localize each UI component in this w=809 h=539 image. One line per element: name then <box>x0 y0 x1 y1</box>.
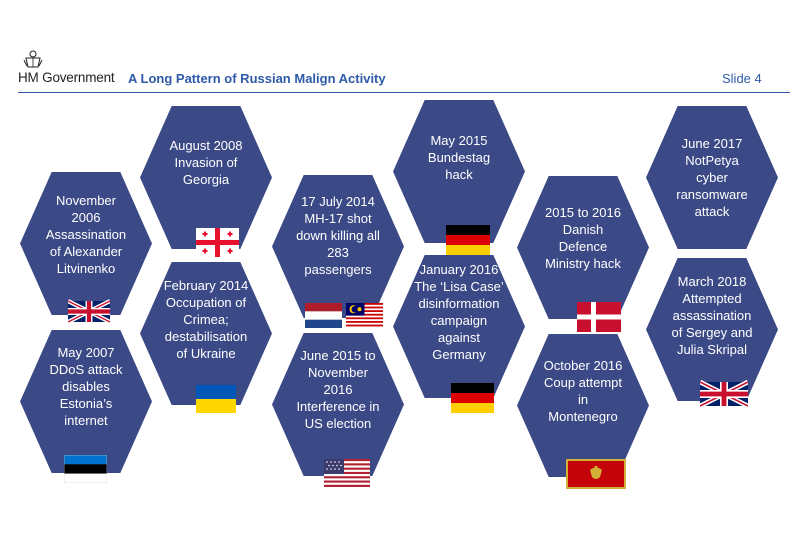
usa-flag-icon <box>324 459 370 487</box>
georgia-flag-icon <box>196 228 239 257</box>
event-text: August 2008 Invasion of Georgia <box>169 138 243 187</box>
event-hexagon: March 2018 Attempted assassination of Se… <box>646 258 778 401</box>
denmark-flag-icon <box>577 302 621 332</box>
event-hexagon: May 2007 DDoS attack disables Estonia’s … <box>20 330 152 473</box>
event-text: October 2016 Coup attempt in Montenegro <box>543 357 623 424</box>
ukraine-flag-icon <box>196 385 236 413</box>
slide-number: Slide 4 <box>722 71 762 86</box>
event-text: March 2018 Attempted assassination of Se… <box>671 274 753 357</box>
event-text: 2015 to 2016 Danish Defence Ministry hac… <box>545 204 621 271</box>
event-hexagon: June 2015 to November 2016 Interference … <box>272 333 404 476</box>
event-text: June 2015 to November 2016 Interference … <box>296 348 380 431</box>
slide-title: A Long Pattern of Russian Malign Activit… <box>128 71 386 86</box>
malaysia-flag-icon <box>346 303 383 328</box>
event-hexagon: January 2016 The ‘Lisa Case’ disinformat… <box>393 255 525 398</box>
event-hexagon: June 2017 NotPetya cyber ransomware atta… <box>646 106 778 249</box>
event-text: February 2014 Occupation of Crimea; dest… <box>163 278 249 361</box>
event-hexagon: February 2014 Occupation of Crimea; dest… <box>140 262 272 405</box>
event-hexagon: August 2008 Invasion of Georgia <box>140 106 272 249</box>
event-hexagon: November 2006 Assassination of Alexander… <box>20 172 152 315</box>
event-text: June 2017 NotPetya cyber ransomware atta… <box>676 136 748 219</box>
event-hexagon: 17 July 2014 MH-17 shot down killing all… <box>272 175 404 318</box>
event-text: November 2006 Assassination of Alexander… <box>45 193 127 276</box>
header-divider <box>18 92 790 93</box>
royal-coat-of-arms-icon <box>23 50 43 68</box>
germany-flag-icon <box>446 225 490 255</box>
netherlands-flag-icon <box>305 303 342 328</box>
estonia-flag-icon <box>64 455 107 483</box>
event-text: 17 July 2014 MH-17 shot down killing all… <box>296 194 380 277</box>
germany-flag-icon <box>451 383 494 413</box>
uk-flag-icon <box>68 299 110 324</box>
event-text: January 2016 The ‘Lisa Case’ disinformat… <box>414 261 504 362</box>
event-hexagon: May 2015 Bundestag hack <box>393 100 525 243</box>
uk-flag-icon <box>700 380 748 408</box>
event-hexagon: October 2016 Coup attempt in Montenegro <box>517 334 649 477</box>
brand-name: HM Government <box>18 70 115 85</box>
event-hexagon: 2015 to 2016 Danish Defence Ministry hac… <box>517 176 649 319</box>
event-text: May 2007 DDoS attack disables Estonia’s … <box>49 345 123 428</box>
montenegro-flag-icon <box>566 459 626 489</box>
event-text: May 2015 Bundestag hack <box>427 133 491 182</box>
